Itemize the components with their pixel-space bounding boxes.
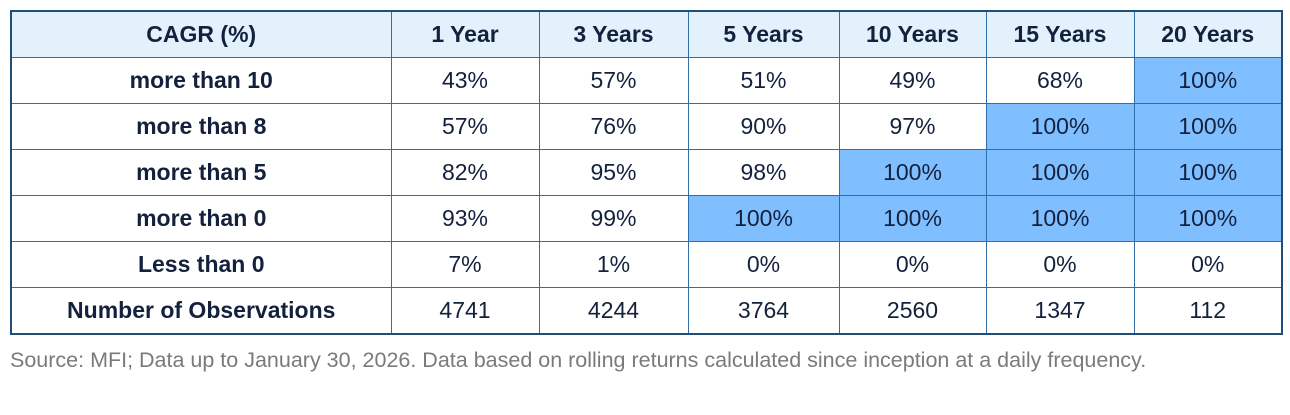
cell: 98% bbox=[687, 149, 840, 196]
header-cell: 10 Years bbox=[838, 10, 987, 58]
header-cell: 5 Years bbox=[687, 10, 840, 58]
row-label: more than 10 bbox=[10, 57, 392, 104]
cell: 49% bbox=[838, 57, 987, 104]
highlighted-cell: 100% bbox=[838, 195, 987, 242]
cell: 0% bbox=[985, 241, 1135, 288]
row: Less than 0 7% 1% 0% 0% 0% 0% bbox=[10, 241, 1283, 288]
row: more than 0 93% 99% 100% 100% 100% 100% bbox=[10, 195, 1283, 242]
cell: 112 bbox=[1133, 287, 1283, 335]
header-cell: CAGR (%) bbox=[10, 10, 392, 58]
highlighted-cell: 100% bbox=[985, 195, 1135, 242]
highlighted-cell: 100% bbox=[1133, 195, 1283, 242]
cell: 1347 bbox=[985, 287, 1135, 335]
row: more than 8 57% 76% 90% 97% 100% 100% bbox=[10, 103, 1283, 150]
header-cell: 1 Year bbox=[390, 10, 540, 58]
row-label: more than 8 bbox=[10, 103, 392, 150]
cell: 97% bbox=[838, 103, 987, 150]
cell: 93% bbox=[390, 195, 540, 242]
cell: 43% bbox=[390, 57, 540, 104]
row: more than 5 82% 95% 98% 100% 100% 100% bbox=[10, 149, 1283, 196]
header-row: CAGR (%) 1 Year 3 Years 5 Years 10 Years… bbox=[10, 10, 1283, 58]
cell: 7% bbox=[390, 241, 540, 288]
cell: 4244 bbox=[538, 287, 689, 335]
row-label: Number of Observations bbox=[10, 287, 392, 335]
cell: 0% bbox=[1133, 241, 1283, 288]
cell: 82% bbox=[390, 149, 540, 196]
highlighted-cell: 100% bbox=[985, 103, 1135, 150]
highlighted-cell: 100% bbox=[687, 195, 840, 242]
cell: 0% bbox=[838, 241, 987, 288]
header-cell: 15 Years bbox=[985, 10, 1135, 58]
cell: 2560 bbox=[838, 287, 987, 335]
cell: 90% bbox=[687, 103, 840, 150]
header-cell: 20 Years bbox=[1133, 10, 1283, 58]
cell: 4741 bbox=[390, 287, 540, 335]
cell: 76% bbox=[538, 103, 689, 150]
cell: 3764 bbox=[687, 287, 840, 335]
cell: 68% bbox=[985, 57, 1135, 104]
highlighted-cell: 100% bbox=[985, 149, 1135, 196]
header-cell: 3 Years bbox=[538, 10, 689, 58]
highlighted-cell: 100% bbox=[1133, 57, 1283, 104]
cell: 57% bbox=[390, 103, 540, 150]
cell: 51% bbox=[687, 57, 840, 104]
highlighted-cell: 100% bbox=[1133, 103, 1283, 150]
highlighted-cell: 100% bbox=[838, 149, 987, 196]
source-note: Source: MFI; Data up to January 30, 2026… bbox=[10, 348, 1147, 372]
row-label: more than 5 bbox=[10, 149, 392, 196]
row: Number of Observations 4741 4244 3764 25… bbox=[10, 287, 1283, 335]
cell: 57% bbox=[538, 57, 689, 104]
highlighted-cell: 100% bbox=[1133, 149, 1283, 196]
row: more than 10 43% 57% 51% 49% 68% 100% bbox=[10, 57, 1283, 104]
returns-table: CAGR (%) 1 Year 3 Years 5 Years 10 Years… bbox=[10, 10, 1283, 335]
row-label: Less than 0 bbox=[10, 241, 392, 288]
cell: 1% bbox=[538, 241, 689, 288]
cell: 0% bbox=[687, 241, 840, 288]
cell: 99% bbox=[538, 195, 689, 242]
cell: 95% bbox=[538, 149, 689, 196]
row-label: more than 0 bbox=[10, 195, 392, 242]
